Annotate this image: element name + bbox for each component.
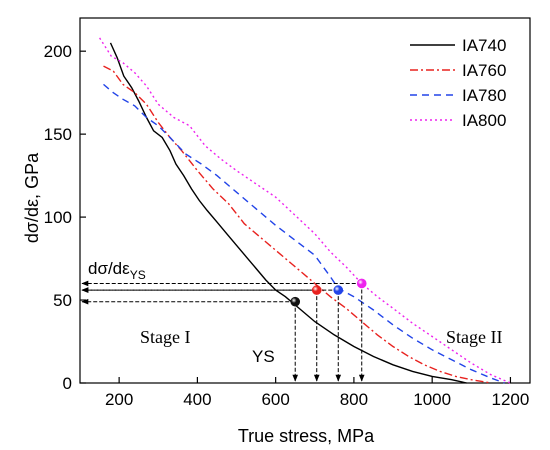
curve-ia740 (109, 42, 467, 384)
markers-group (290, 278, 367, 307)
y-tick-label: 200 (44, 42, 72, 61)
annotations-group (81, 280, 365, 382)
x-tick-label: 200 (105, 390, 133, 409)
y-tick-label: 0 (63, 374, 72, 393)
x-axis-title: True stress, MPa (238, 426, 375, 446)
curves-group (99, 37, 511, 384)
legend: IA740 IA760 IA780 IA800 (410, 36, 506, 130)
x-tick-label: 1000 (413, 390, 451, 409)
ys-marker-ia760 (311, 285, 322, 295)
x-tick-label: 800 (340, 390, 368, 409)
legend-label-ia740: IA740 (462, 36, 506, 55)
curve-ia780 (103, 83, 505, 384)
stage-2-label: Stage II (446, 327, 502, 347)
y-tick-label: 150 (44, 125, 72, 144)
y-tick-label: 50 (53, 291, 72, 310)
curve-ia800 (99, 37, 511, 384)
curve-ia760 (103, 65, 492, 384)
x-tick-label: 400 (183, 390, 211, 409)
ys-marker-ia780 (333, 285, 344, 295)
ys-marker-ia740 (290, 296, 301, 307)
ys-label: YS (252, 347, 275, 366)
plot-border (79, 17, 531, 384)
ticks-group: 200 400 600 800 1000 1200 0 50 100 150 200 (44, 42, 530, 409)
legend-label-ia780: IA780 (462, 86, 506, 105)
plot-frame (79, 17, 531, 384)
derivative-label: dσ/dεYS (88, 259, 146, 282)
y-tick-label: 100 (44, 208, 72, 227)
legend-label-ia800: IA800 (462, 111, 506, 130)
x-tick-label: 1200 (492, 390, 530, 409)
y-axis-title: dσ/dε, GPa (22, 152, 42, 243)
legend-label-ia760: IA760 (462, 61, 506, 80)
stage-1-label: Stage I (140, 327, 190, 347)
ys-marker-ia800 (356, 278, 367, 289)
x-tick-label: 600 (261, 390, 289, 409)
